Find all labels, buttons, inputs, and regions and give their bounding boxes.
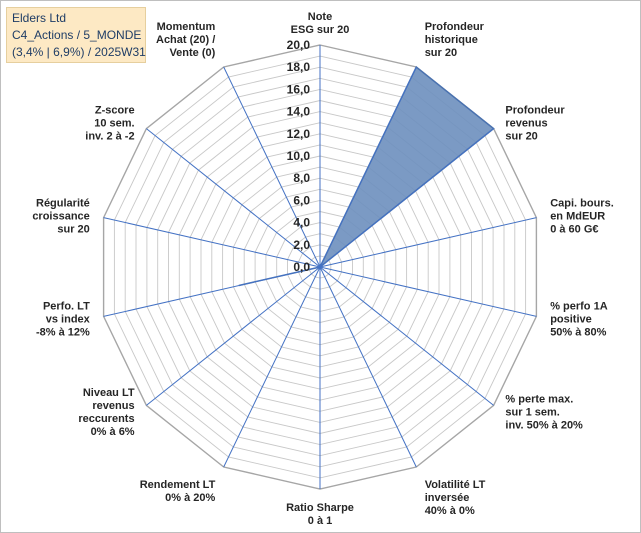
axis-label-line: sur 20: [505, 130, 537, 142]
axis-label-line: croissance: [32, 210, 89, 222]
title-line-period: (3,4% | 6,9%) / 2025W31: [12, 45, 146, 59]
axis-label-line: % perte max.: [505, 394, 573, 406]
axis-tick-label: 4,0: [293, 216, 310, 230]
axis-label-line: inversée: [425, 492, 470, 504]
axis-label-line: 0 à 1: [308, 515, 332, 527]
axis-label-line: ESG sur 20: [291, 24, 350, 36]
axis-label-line: Profondeur: [505, 104, 565, 116]
axis-label: % perte max. sur 1 sem. inv. 50% à 20%: [505, 394, 583, 432]
axis-spoke: [319, 266, 537, 317]
axis-label-line: historique: [425, 34, 478, 46]
axis-label: Niveau LT revenus reccurents 0% à 6%: [78, 387, 135, 438]
axis-label-line: sur 1 sem.: [505, 407, 559, 419]
axis-label: Profondeur historique sur 20: [425, 21, 485, 59]
axis-tick-label: 6,0: [293, 193, 310, 207]
axis-spoke: [319, 66, 417, 268]
axis-label-line: Niveau LT: [83, 387, 135, 399]
axis-tick-label: 16,0: [287, 82, 311, 96]
axis-spoke: [319, 128, 494, 268]
axis-label: Z-score 10 sem. inv. 2 à -2: [85, 104, 134, 142]
axis-label-line: Régularité: [36, 197, 90, 209]
axis-spoke: [146, 266, 321, 406]
axis-label: Momentum Achat (20) / Vente (0): [156, 21, 216, 59]
axis-label: Rendement LT 0% à 20%: [140, 479, 216, 504]
axis-label-line: Z-score: [95, 104, 135, 116]
chart-title-box: Elders Ltd C4_Actions / 5_MONDE (3,4% | …: [6, 7, 146, 63]
axis-label-line: 10 sem.: [94, 117, 134, 129]
axis-label-line: sur 20: [425, 47, 457, 59]
axis-label-line: Capi. bours.: [550, 197, 614, 209]
axis-spoke: [319, 266, 417, 468]
axis-spoke: [319, 217, 537, 268]
axis-spoke: [103, 217, 321, 268]
axis-label-line: Perfo. LT: [43, 301, 90, 313]
axis-tick-label: 14,0: [287, 105, 311, 119]
axis-tick-label: 20,0: [287, 38, 311, 52]
axis-label: Perfo. LT vs index -8% à 12%: [36, 301, 91, 339]
axis-spoke: [103, 266, 321, 317]
axis-label-line: Momentum: [157, 21, 216, 33]
axis-spoke: [319, 266, 494, 406]
axis-label-line: 0% à 20%: [165, 492, 215, 504]
axis-tick-label: 2,0: [293, 238, 310, 252]
axis-tick-label: 18,0: [287, 60, 311, 74]
axis-label-line: revenus: [505, 117, 547, 129]
axis-tick-label: 12,0: [287, 127, 311, 141]
axis-tick-label: 10,0: [287, 149, 311, 163]
axis-label-line: 0 à 60 G€: [550, 223, 598, 235]
title-line-category: C4_Actions / 5_MONDE: [12, 28, 142, 42]
axis-label-line: 0% à 6%: [91, 426, 135, 438]
axis-label-line: reccurents: [78, 413, 134, 425]
axis-label-line: Vente (0): [169, 47, 215, 59]
axis-label-line: vs index: [46, 314, 91, 326]
axis-label-line: Achat (20) /: [156, 34, 215, 46]
axis-label-line: Volatilité LT: [425, 479, 486, 491]
axis-label: Profondeur revenus sur 20: [505, 104, 565, 142]
axis-label: % perfo 1A positive 50% à 80%: [550, 301, 608, 339]
axis-label-line: sur 20: [57, 223, 89, 235]
axis-label-line: 40% à 0%: [425, 505, 475, 517]
axis-label-line: -8% à 12%: [36, 327, 90, 339]
axis-label-line: revenus: [92, 400, 134, 412]
axis-label-line: Ratio Sharpe: [286, 502, 354, 514]
axis-label-line: inv. 50% à 20%: [505, 420, 583, 432]
axis-label-line: % perfo 1A: [550, 301, 608, 313]
axis-label-line: 50% à 80%: [550, 327, 606, 339]
axis-label-line: Note: [308, 11, 332, 23]
title-line-company: Elders Ltd: [12, 11, 67, 25]
axis-label-line: en MdEUR: [550, 210, 605, 222]
axis-tick-label: 0,0: [293, 260, 310, 274]
axis-label: Capi. bours. en MdEUR 0 à 60 G€: [550, 197, 614, 235]
axis-spoke: [223, 266, 321, 468]
axis-spoke: [223, 66, 321, 268]
axis-label-line: positive: [550, 314, 592, 326]
axis-label: Note ESG sur 20: [291, 11, 350, 36]
axis-label: Régularité croissance sur 20: [32, 197, 89, 235]
axis-label-line: Rendement LT: [140, 479, 216, 491]
axis-label: Volatilité LT inversée 40% à 0%: [425, 479, 486, 517]
axis-label-line: inv. 2 à -2: [85, 130, 134, 142]
axis-label: Ratio Sharpe 0 à 1: [286, 502, 354, 527]
axis-label-line: Profondeur: [425, 21, 485, 33]
axis-spoke: [146, 128, 321, 268]
axis-tick-label: 8,0: [293, 171, 310, 185]
